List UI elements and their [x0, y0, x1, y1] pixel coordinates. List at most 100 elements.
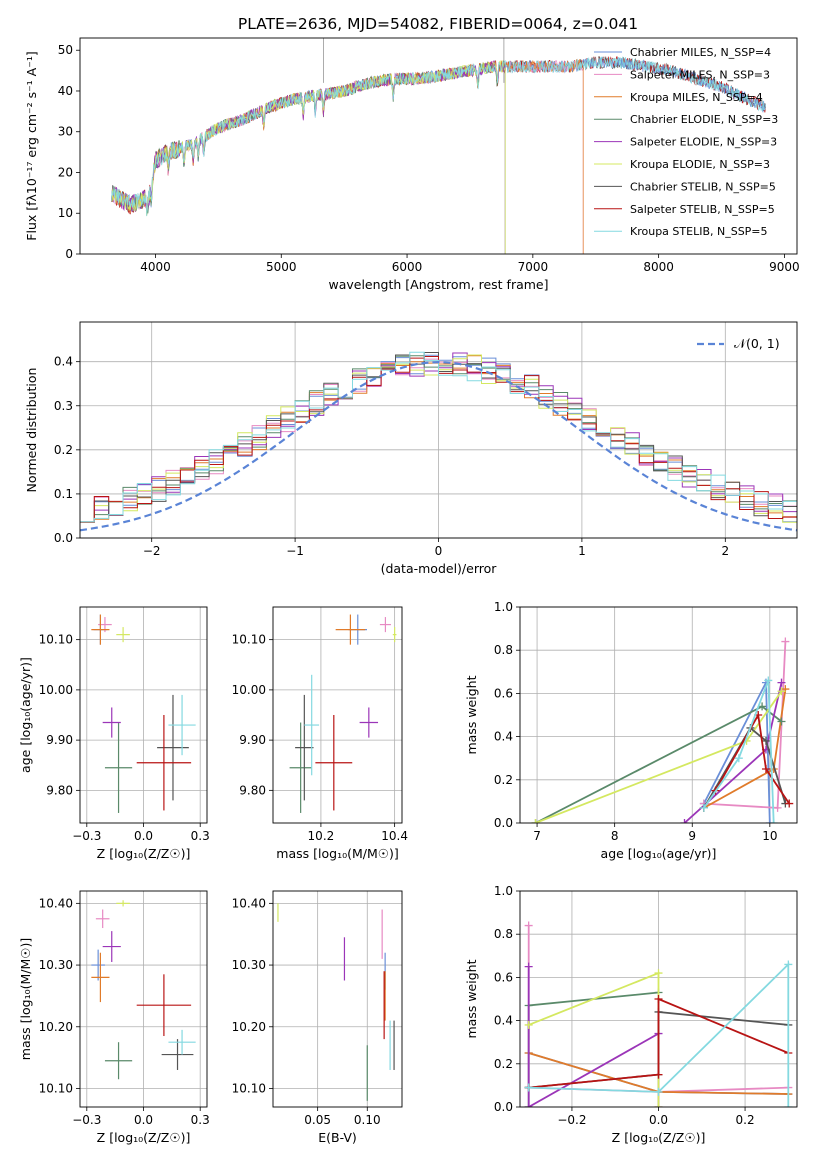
x-axis-label: wavelength [Angstrom, rest frame] [328, 277, 548, 292]
y-axis-label: mass [log₁₀(M/M☉)] [18, 938, 33, 1060]
weight-marker [764, 676, 773, 685]
y-axis-label: mass weight [464, 959, 479, 1038]
age-vs-mass-plot: 10.2 10.4 9.80 9.90 10.00 10.10 mass [log₁₀(M/… [232, 606, 408, 861]
weight-marker [654, 1087, 663, 1096]
legend-entry: Kroupa ELODIE, N_SSP=3 [630, 158, 770, 171]
x-tick-label: 9 [688, 829, 696, 843]
weight-marker [765, 819, 774, 823]
weight-line [528, 997, 789, 1089]
x-axis-label: Z [log₁₀(Z/Z☉)] [97, 846, 191, 861]
y-tick-label: 0.0 [54, 531, 73, 545]
weight-marker [761, 765, 770, 773]
plot-frame [79, 606, 208, 824]
weight-marker [699, 803, 708, 812]
y-tick-label: 10.10 [39, 633, 73, 647]
weight-marker [654, 1070, 663, 1079]
y-tick-label: 0.6 [494, 970, 513, 984]
legend-entry: Chabrier MILES, N_SSP=4 [630, 46, 771, 59]
weight-marker [524, 921, 533, 930]
weight-marker [524, 1083, 533, 1092]
plot-frame [79, 321, 798, 539]
x-tick-label: 8000 [643, 260, 674, 274]
y-axis-label: age [log₁₀(age/yr)] [18, 657, 33, 773]
age-vs-metallicity-plot: −0.3 0.0 0.3 9.80 9.90 10.00 10.10 Z [log₁₀(Z/Z… [18, 606, 210, 861]
x-tick-label: 10 [762, 829, 777, 843]
legend-entry: Kroupa MILES, N_SSP=4 [630, 91, 763, 104]
x-tick-label: 0.3 [191, 829, 210, 843]
weight-marker [531, 819, 540, 823]
y-tick-label: 30 [58, 125, 73, 139]
legend: Chabrier MILES, N_SSP=4 Salpeter MILES, N… [594, 46, 778, 238]
y-tick-label: 0.1 [54, 487, 73, 501]
weight-marker [777, 717, 786, 726]
x-axis-label: Z [log₁₀(Z/Z☉)] [612, 1130, 706, 1145]
weight-marker [784, 960, 793, 969]
y-axis-label: mass weight [464, 675, 479, 754]
y-tick-label: 10 [58, 206, 73, 220]
weight-marker [524, 1103, 533, 1107]
x-tick-label: 8 [611, 829, 619, 843]
spectrum-plot: 4000 5000 6000 7000 8000 9000 0 10 20 30 40 50 wavel… [24, 37, 800, 292]
legend-entry: Salpeter STELIB, N_SSP=5 [630, 203, 775, 216]
legend-entry: Kroupa STELIB, N_SSP=5 [630, 225, 768, 238]
y-tick-label: 10.00 [39, 683, 73, 697]
weight-vs-metallicity-plot: −0.2 0.0 0.2 0.0 0.2 0.4 0.6 0.8 1.0 Z [log₁₀(Z/Z… [464, 884, 798, 1145]
y-tick-label: 50 [58, 43, 73, 57]
figure-title: PLATE=2636, MJD=54082, FIBERID=0064, z=0… [238, 15, 638, 33]
y-tick-label: 0.2 [494, 1057, 513, 1071]
y-tick-label: 40 [58, 84, 73, 98]
x-tick-label: −0.2 [557, 1113, 586, 1127]
plot-frame [79, 37, 798, 255]
y-tick-label: 10.40 [232, 896, 266, 910]
y-tick-label: 0.3 [54, 399, 73, 413]
y-tick-label: 10.00 [232, 683, 266, 697]
y-axis-label: Flux [fλ10⁻¹⁷ erg cm⁻² s⁻¹ A⁻¹] [24, 51, 39, 240]
mass-vs-extinction-plot: 0.05 0.10 10.10 10.20 10.30 10.40 E(B-V) [232, 890, 403, 1145]
x-axis-label: E(B-V) [318, 1130, 357, 1145]
x-tick-label: 2 [721, 544, 729, 558]
y-tick-label: 9.90 [239, 733, 266, 747]
plot-frame [519, 606, 798, 824]
weight-marker [773, 803, 782, 812]
y-tick-label: 0.0 [494, 816, 513, 830]
y-tick-label: 0.8 [494, 927, 513, 941]
y-tick-label: 9.80 [46, 783, 73, 797]
plot-frame [519, 890, 798, 1108]
y-tick-label: 1.0 [494, 600, 513, 614]
x-axis-label: Z [log₁₀(Z/Z☉)] [97, 1130, 191, 1145]
x-tick-label: 0.10 [354, 1113, 381, 1127]
x-tick-label: 0.2 [736, 1113, 755, 1127]
weight-marker [769, 819, 778, 823]
x-tick-label: −0.3 [72, 829, 101, 843]
weight-marker [761, 736, 770, 745]
weight-marker [524, 962, 533, 971]
x-tick-label: 7000 [518, 260, 549, 274]
x-tick-label: −0.3 [72, 1113, 101, 1127]
spectrum-line [111, 56, 766, 217]
weight-marker [654, 1103, 663, 1107]
x-tick-label: −1 [286, 544, 304, 558]
x-axis-label: (data-model)/error [381, 561, 498, 576]
histogram-step [80, 352, 797, 523]
x-tick-label: 10.4 [381, 829, 408, 843]
y-tick-label: 0.6 [494, 686, 513, 700]
x-tick-label: 10.2 [308, 829, 335, 843]
normal-curve [80, 360, 797, 532]
y-tick-label: 10.10 [232, 633, 266, 647]
x-tick-label: 0.0 [134, 1113, 153, 1127]
weight-marker [785, 799, 794, 808]
y-tick-label: 10.30 [232, 958, 266, 972]
plot-frame [79, 890, 208, 1108]
y-tick-label: 0.4 [54, 355, 73, 369]
x-tick-label: 1 [578, 544, 586, 558]
residual-histogram-plot: −2 −1 0 1 2 0.0 0.1 0.2 0.3 0.4 (data-model)/error… [24, 321, 798, 576]
y-tick-label: 0.2 [54, 443, 73, 457]
y-tick-label: 1.0 [494, 884, 513, 898]
weight-marker [680, 819, 689, 823]
y-tick-label: 10.10 [232, 1081, 266, 1095]
weight-marker [781, 637, 790, 646]
legend-entry: Chabrier STELIB, N_SSP=5 [630, 180, 776, 193]
weight-marker [777, 687, 786, 696]
y-tick-label: 0.0 [494, 1100, 513, 1114]
